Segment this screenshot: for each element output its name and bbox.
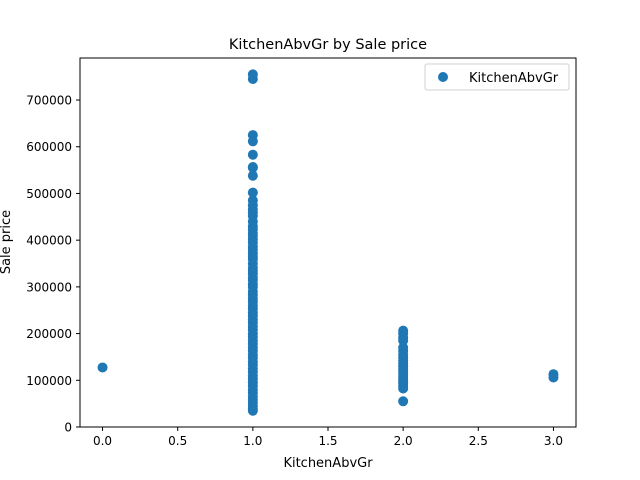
data-point xyxy=(247,170,258,181)
data-point xyxy=(247,405,258,416)
data-point xyxy=(247,74,258,85)
x-tick-label: 3.0 xyxy=(544,434,563,448)
y-axis-ticks: 0 100000 200000 300000 400000 500000 600000 700… xyxy=(26,94,80,435)
y-tick-label: 0 xyxy=(64,421,72,435)
x-tick-label: 0.5 xyxy=(168,434,187,448)
data-point xyxy=(247,162,258,173)
data-point xyxy=(247,136,258,147)
legend: KitchenAbvGr xyxy=(424,63,570,91)
data-point xyxy=(247,187,258,198)
y-tick-label: 300000 xyxy=(26,280,72,294)
y-tick-label: 100000 xyxy=(26,374,72,388)
y-tick-label: 200000 xyxy=(26,327,72,341)
x-tick-label: 2.5 xyxy=(469,434,488,448)
x-axis-ticks: 0.0 0.5 1.0 1.5 2.0 2.5 3.0 xyxy=(93,427,563,448)
y-tick-label: 700000 xyxy=(26,94,72,108)
legend-marker xyxy=(438,72,448,82)
data-point xyxy=(398,396,409,407)
x-tick-label: 1.0 xyxy=(243,434,262,448)
data-point xyxy=(548,372,559,383)
legend-box xyxy=(424,63,570,91)
y-axis-label: Sale price xyxy=(0,210,14,274)
x-tick-label: 2.0 xyxy=(394,434,413,448)
data-points xyxy=(97,69,559,416)
x-tick-label: 1.5 xyxy=(318,434,337,448)
y-tick-label: 500000 xyxy=(26,187,72,201)
data-point xyxy=(398,383,409,394)
plot-area-frame xyxy=(79,57,577,428)
data-point xyxy=(97,362,108,373)
chart-title: KitchenAbvGr by Sale price xyxy=(229,37,427,53)
x-axis-label: KitchenAbvGr xyxy=(283,456,373,471)
x-tick-label: 0.0 xyxy=(93,434,112,448)
data-point xyxy=(247,149,258,160)
y-tick-label: 400000 xyxy=(26,234,72,248)
legend-entry-label: KitchenAbvGr xyxy=(469,71,559,86)
data-point xyxy=(398,335,409,346)
y-tick-label: 600000 xyxy=(26,140,72,154)
